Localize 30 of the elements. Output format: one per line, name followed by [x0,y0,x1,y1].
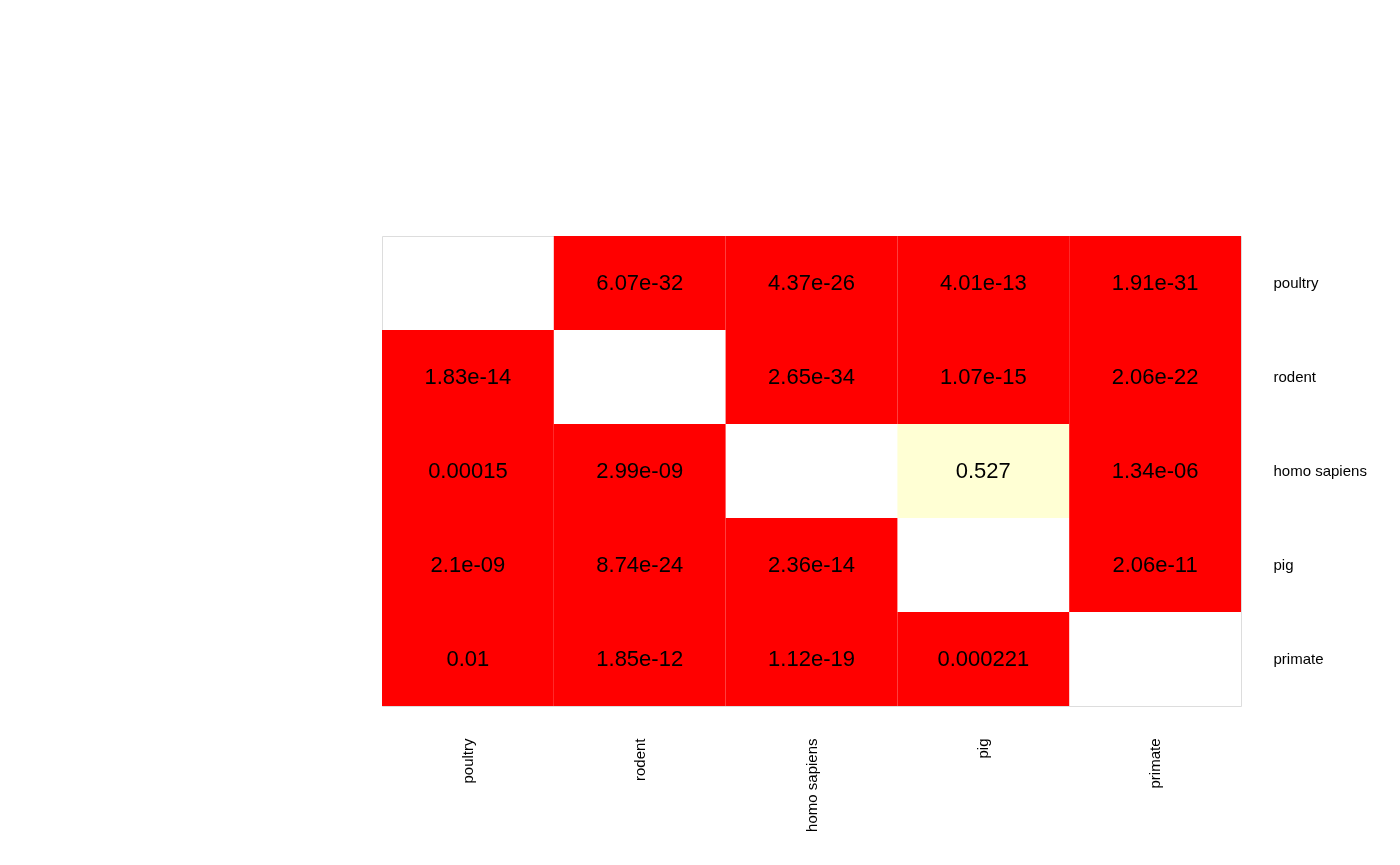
data-label: 6.07e-32 [596,270,684,295]
x-tick-label: rodent [630,737,648,782]
data-label: 2.06e-11 [1112,552,1198,577]
data-label: 1.12e-19 [768,646,855,671]
x-tick-label: primate [1146,738,1164,789]
x-tick-label: pig [974,738,992,759]
data-label: 1.34e-06 [1111,458,1199,483]
data-label: 0.01 [446,646,490,671]
data-label: 1.07e-15 [939,364,1027,389]
data-label: 2.99e-09 [596,458,684,483]
y-tick-label: rodent [1273,368,1317,385]
data-label: 1.91e-31 [1111,270,1199,295]
data-label: 2.06e-22 [1111,364,1199,389]
y-tick-label: primate [1273,650,1324,667]
y-tick-label: pig [1273,556,1294,573]
data-label: 4.01e-13 [939,270,1027,295]
data-label: 1.85e-12 [596,646,684,671]
data-label: 4.37e-26 [768,270,855,295]
data-label: 0.00015 [428,458,508,483]
data-label: 8.74e-24 [596,552,684,577]
y-tick-label: homo sapiens [1273,462,1367,479]
y-tick-label: poultry [1273,274,1320,291]
data-label: 2.65e-34 [768,364,855,389]
data-label: 0.000221 [937,646,1030,671]
data-label: 0.527 [955,458,1011,483]
x-tick-label: homo sapiens [802,738,820,832]
x-tick-label: poultry [458,738,476,784]
data-label: 1.83e-14 [424,364,512,389]
data-label: 2.36e-14 [768,552,855,577]
data-label: 2.1e-09 [430,552,506,577]
